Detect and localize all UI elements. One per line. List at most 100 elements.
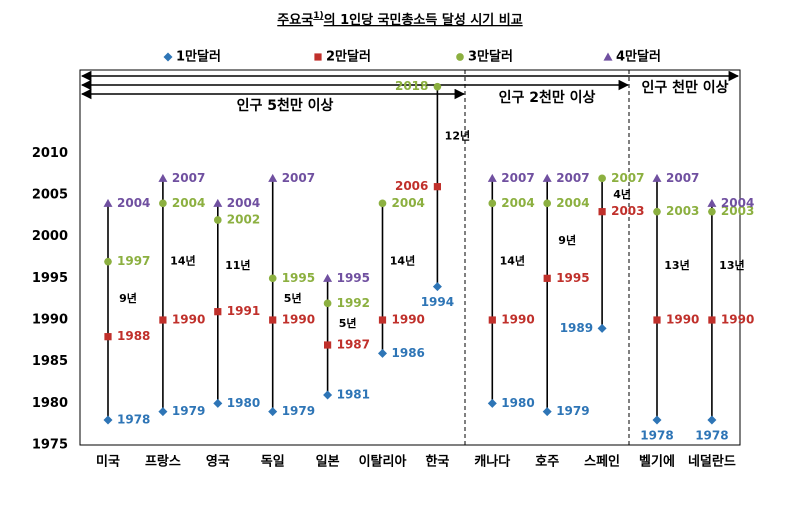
legend-label: 3만달러 (468, 49, 513, 65)
value-label: 1987 (337, 338, 370, 352)
chart-title: 주요국1)의 1인당 국민총소득 달성 시기 비교 (277, 11, 522, 28)
y-tick-label: 1980 (32, 396, 68, 411)
data-point (159, 199, 167, 208)
value-label: 1990 (172, 313, 205, 327)
data-point (488, 199, 497, 208)
y-tick-label: 2010 (32, 146, 68, 161)
value-label: 1995 (556, 271, 589, 285)
value-label: 1989 (560, 321, 593, 335)
value-label: 1979 (556, 404, 589, 418)
gap-label: 5년 (339, 316, 357, 330)
legend-label: 1만달러 (176, 49, 221, 65)
x-tick-label: 이탈리아 (359, 454, 407, 470)
gap-label: 13년 (719, 258, 744, 272)
value-label: 1990 (666, 313, 699, 327)
value-label: 2007 (556, 171, 589, 185)
data-point (488, 316, 496, 324)
x-tick-label: 일본 (316, 455, 340, 470)
value-label: 2004 (721, 196, 754, 210)
gap-label: 13년 (664, 258, 689, 272)
data-point (707, 415, 717, 425)
data-point (652, 173, 662, 182)
group-label: 인구 5천만 이상 (237, 97, 334, 114)
data-point (323, 273, 333, 282)
x-tick-label: 미국 (96, 454, 120, 470)
value-label: 1986 (392, 346, 425, 360)
value-label: 2003 (666, 204, 699, 218)
x-tick-label: 영국 (206, 455, 230, 470)
data-point (708, 207, 716, 216)
value-label: 2004 (227, 196, 260, 210)
value-label: 1980 (227, 396, 260, 410)
value-label: 2007 (172, 171, 205, 185)
data-point (269, 316, 277, 324)
data-point (707, 198, 717, 207)
x-tick-label: 한국 (425, 454, 449, 470)
y-tick-label: 1975 (32, 438, 68, 453)
value-label: 1981 (337, 388, 370, 402)
value-label: 2004 (392, 196, 425, 210)
y-tick-label: 1985 (32, 354, 68, 369)
data-point (214, 308, 222, 316)
value-label: 2003 (611, 204, 644, 218)
x-tick-label: 벨기에 (639, 454, 675, 470)
data-point (598, 174, 606, 183)
y-tick-label: 1995 (32, 271, 68, 286)
data-point (324, 341, 332, 349)
title-note: 1) (313, 11, 323, 21)
group-label: 인구 2천만 이상 (499, 89, 596, 106)
gap-label: 9년 (558, 233, 576, 247)
data-point (487, 398, 497, 408)
data-point (103, 415, 113, 425)
data-point (597, 323, 607, 333)
data-point (378, 199, 387, 208)
data-point (543, 274, 551, 282)
legend-marker (163, 52, 173, 62)
value-label: 2007 (611, 171, 644, 185)
group-label: 인구 천만 이상 (641, 79, 728, 96)
data-point (323, 390, 333, 400)
legend-label: 4만달러 (616, 49, 661, 65)
value-label: 2007 (666, 171, 699, 185)
value-label: 1990 (392, 313, 425, 327)
value-label: 2007 (501, 171, 534, 185)
value-label: 1990 (501, 313, 534, 327)
value-label: 1978 (640, 429, 673, 443)
y-tick-label: 2000 (32, 229, 68, 244)
gap-label: 14년 (500, 254, 525, 268)
gap-label: 14년 (170, 254, 195, 268)
gap-label: 12년 (445, 129, 470, 143)
legend-marker (603, 52, 613, 61)
value-label: 1997 (117, 254, 150, 268)
legend-marker (314, 53, 322, 61)
data-point (158, 407, 168, 417)
gap-label: 11년 (225, 258, 250, 272)
value-label: 2004 (501, 196, 534, 210)
data-point (652, 415, 662, 425)
data-point (433, 183, 441, 191)
value-label: 1995 (337, 271, 370, 285)
x-tick-label: 캐나다 (474, 454, 510, 470)
value-label: 1992 (337, 296, 370, 310)
legend-marker (456, 53, 464, 61)
value-label: 1990 (282, 313, 315, 327)
x-tick-label: 네덜란드 (688, 454, 736, 470)
value-label: 1980 (501, 396, 534, 410)
x-tick-label: 호주 (535, 455, 559, 470)
value-label: 1991 (227, 304, 260, 318)
gap-label: 4년 (613, 187, 631, 201)
data-point (432, 282, 442, 292)
data-point (542, 173, 552, 182)
data-point (213, 216, 222, 224)
data-point (378, 348, 387, 358)
data-point (653, 207, 661, 216)
data-point (708, 316, 716, 324)
data-point (268, 407, 278, 417)
data-point (104, 333, 112, 341)
data-point (213, 398, 223, 408)
data-point (323, 299, 332, 308)
value-label: 1979 (172, 404, 205, 418)
value-label: 2007 (282, 171, 315, 185)
data-point (103, 198, 113, 207)
